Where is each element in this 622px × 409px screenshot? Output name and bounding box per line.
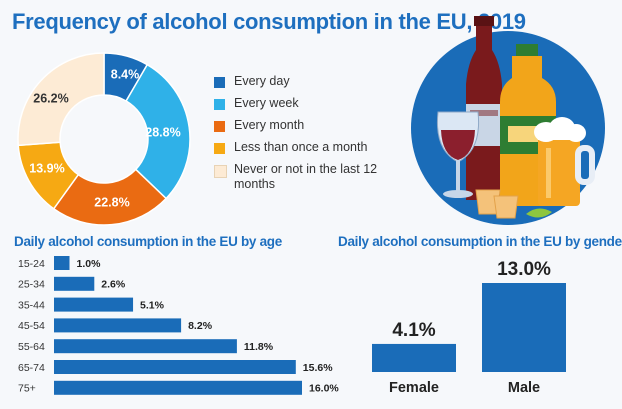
- age-value-label-55-64: 11.8%: [244, 341, 274, 353]
- age-value-label-75: 16.0%: [309, 383, 339, 395]
- age-tick-label-15-24: 15-24: [18, 258, 45, 270]
- gender-tick-label-female: Female: [389, 380, 439, 396]
- donut-value-label-every-month: 22.8%: [94, 195, 129, 209]
- wine-glass-icon: [436, 111, 480, 198]
- legend-label-every-day: Every day: [234, 74, 290, 88]
- age-value-label-65-74: 15.6%: [303, 362, 333, 374]
- legend-swatch-never: [214, 165, 227, 178]
- gender-chart-title: Daily alcohol consumption in the EU by g…: [338, 234, 622, 249]
- age-bar-45-54: [54, 318, 182, 333]
- legend-label-every-week: Every week: [234, 96, 299, 110]
- shot-glasses-icon: [475, 189, 519, 219]
- legend-swatch-every-day: [214, 77, 225, 88]
- gender-bar-female: [372, 343, 456, 372]
- age-tick-label-25-34: 25-34: [18, 279, 45, 291]
- age-bar-65-74: [54, 360, 296, 374]
- donut-value-label-every-week: 28.8%: [145, 125, 180, 139]
- gender-tick-label-male: Male: [508, 380, 540, 396]
- age-bar-15-24: [54, 256, 70, 270]
- age-bar-25-34: [54, 276, 95, 291]
- donut-slice-never-or-not-in-the-last-12-months: [17, 52, 105, 147]
- legend-label-every-month: Every month: [234, 118, 305, 132]
- age-tick-label-65-74: 65-74: [18, 362, 45, 374]
- legend-swatch-less-than-monthly: [214, 143, 225, 154]
- age-value-label-25-34: 2.6%: [101, 279, 126, 291]
- donut-slice-every-week: [125, 63, 191, 200]
- legend-swatch-every-month: [214, 121, 225, 132]
- page-title: Frequency of alcohol consumption in the …: [12, 9, 526, 34]
- age-bar-75: [54, 380, 302, 395]
- age-tick-label-35-44: 35-44: [18, 299, 45, 311]
- legend-label-less-than-monthly: Less than once a month: [234, 140, 368, 154]
- donut-value-label-never-or-not-in-the-last-12-months: 26.2%: [33, 91, 68, 105]
- age-bar-35-44: [54, 297, 134, 312]
- age-bar-55-64: [54, 339, 237, 354]
- age-tick-label-75: 75+: [18, 383, 36, 395]
- legend-label-never: Never or not in the last 12 months: [234, 162, 378, 191]
- age-tick-label-55-64: 55-64: [18, 341, 45, 353]
- lime-slice-icon: [526, 208, 552, 218]
- age-value-label-45-54: 8.2%: [188, 320, 213, 332]
- beer-mug-icon: [534, 117, 595, 206]
- age-value-label-35-44: 5.1%: [140, 299, 165, 311]
- age-value-label-15-24: 1.0%: [77, 258, 102, 270]
- age-chart-title: Daily alcohol consumption in the EU by a…: [14, 234, 282, 249]
- donut-value-label-less-than-once-a-month: 13.9%: [29, 161, 64, 175]
- legend-swatch-every-week: [214, 99, 225, 110]
- gender-bar-male: [482, 283, 566, 372]
- gender-value-label-female: 4.1%: [392, 320, 435, 341]
- age-tick-label-45-54: 45-54: [18, 320, 45, 332]
- donut-value-label-every-day: 8.4%: [111, 67, 140, 81]
- gender-value-label-male: 13.0%: [497, 259, 551, 280]
